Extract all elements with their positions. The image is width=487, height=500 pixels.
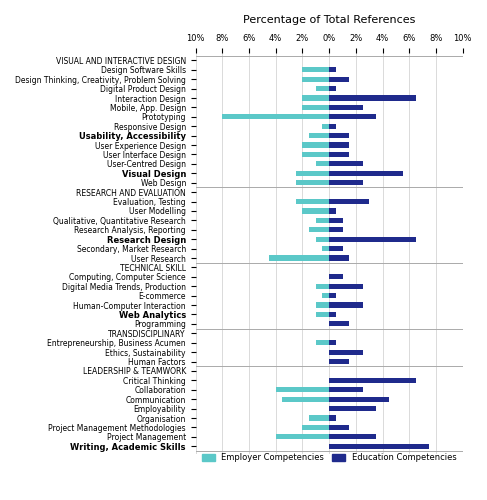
Bar <box>329 76 349 82</box>
Bar <box>329 406 376 411</box>
Bar <box>329 350 362 354</box>
Bar <box>329 302 362 308</box>
Bar <box>322 246 329 251</box>
Bar <box>309 227 329 232</box>
Bar <box>329 133 349 138</box>
Bar <box>329 208 336 214</box>
Bar <box>329 114 376 119</box>
Bar <box>329 67 336 72</box>
Bar <box>329 340 336 345</box>
Bar <box>302 67 329 72</box>
Bar <box>329 105 362 110</box>
Bar <box>309 416 329 420</box>
Bar <box>316 284 329 289</box>
Bar <box>296 180 329 186</box>
Bar <box>316 162 329 166</box>
Legend: Employer Competencies, Education Competencies: Employer Competencies, Education Compete… <box>199 450 460 466</box>
Bar <box>329 293 336 298</box>
Bar <box>329 444 430 449</box>
Bar <box>316 302 329 308</box>
Bar <box>329 387 362 392</box>
Bar <box>316 218 329 223</box>
Bar <box>316 236 329 242</box>
Bar <box>302 105 329 110</box>
Bar <box>329 227 342 232</box>
Bar <box>329 152 349 157</box>
Bar <box>329 218 342 223</box>
Bar <box>329 425 349 430</box>
Bar <box>302 152 329 157</box>
Bar <box>309 133 329 138</box>
Bar <box>329 378 416 383</box>
Bar <box>316 312 329 317</box>
Bar <box>329 162 362 166</box>
Bar <box>329 359 349 364</box>
Bar <box>276 434 329 440</box>
Bar <box>276 387 329 392</box>
Bar <box>329 284 362 289</box>
Bar <box>316 340 329 345</box>
Bar <box>329 256 349 260</box>
Bar <box>329 180 362 186</box>
Bar <box>329 96 416 100</box>
Bar <box>302 96 329 100</box>
Bar <box>329 170 403 176</box>
Bar <box>302 142 329 148</box>
Bar <box>329 246 342 251</box>
Bar <box>269 256 329 260</box>
Bar <box>302 208 329 214</box>
Bar <box>296 199 329 204</box>
Bar <box>329 199 369 204</box>
Bar <box>302 76 329 82</box>
Bar <box>222 114 329 119</box>
Bar <box>329 434 376 440</box>
Bar <box>282 396 329 402</box>
Bar <box>329 236 416 242</box>
Bar <box>329 124 336 129</box>
Bar <box>329 322 349 326</box>
Bar <box>316 86 329 91</box>
Bar <box>322 124 329 129</box>
Bar <box>302 425 329 430</box>
Bar <box>322 293 329 298</box>
Bar <box>296 170 329 176</box>
Bar <box>329 416 336 420</box>
Bar <box>329 396 389 402</box>
Bar <box>329 312 336 317</box>
Bar <box>329 142 349 148</box>
Bar <box>329 274 342 280</box>
Bar <box>329 86 336 91</box>
Title: Percentage of Total References: Percentage of Total References <box>243 15 415 25</box>
